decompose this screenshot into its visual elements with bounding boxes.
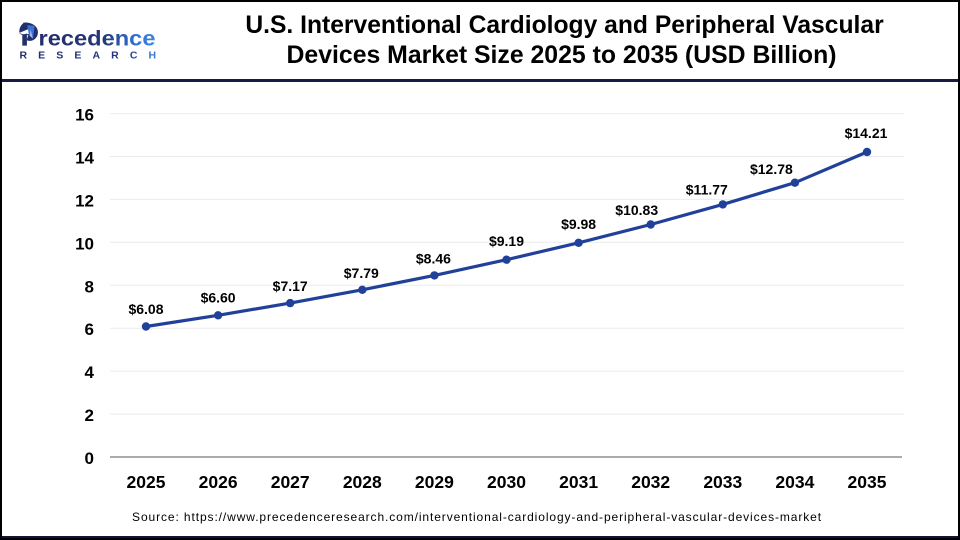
svg-text:$9.98: $9.98 [561,216,596,232]
svg-text:$6.08: $6.08 [128,301,163,317]
svg-text:2029: 2029 [415,472,454,492]
svg-text:12: 12 [75,191,94,210]
svg-text:2033: 2033 [703,472,742,492]
svg-text:4: 4 [85,363,95,382]
svg-text:2032: 2032 [631,472,670,492]
svg-text:6: 6 [85,320,94,339]
svg-text:2028: 2028 [343,472,382,492]
svg-text:2026: 2026 [199,472,238,492]
svg-text:$12.78: $12.78 [750,161,793,177]
svg-text:16: 16 [75,106,94,125]
svg-text:0: 0 [85,449,94,468]
svg-text:2030: 2030 [487,472,526,492]
svg-text:2031: 2031 [559,472,598,492]
svg-text:$8.46: $8.46 [416,250,451,266]
svg-text:2: 2 [85,406,94,425]
svg-text:$11.77: $11.77 [686,181,728,197]
svg-text:$10.83: $10.83 [615,202,658,218]
svg-text:$7.79: $7.79 [344,265,379,281]
svg-text:$7.17: $7.17 [273,278,308,294]
svg-text:RESEARCH: RESEARCH [20,50,165,62]
svg-text:$9.19: $9.19 [489,233,524,249]
svg-text:2025: 2025 [127,472,166,492]
svg-text:2035: 2035 [848,472,887,492]
svg-text:$6.60: $6.60 [201,289,236,305]
svg-text:$14.21: $14.21 [845,125,888,141]
svg-text:2034: 2034 [775,472,814,492]
svg-text:2027: 2027 [271,472,310,492]
svg-text:10: 10 [75,234,94,253]
svg-text:8: 8 [85,277,94,296]
svg-text:recedence: recedence [39,27,156,51]
svg-text:14: 14 [75,149,94,168]
